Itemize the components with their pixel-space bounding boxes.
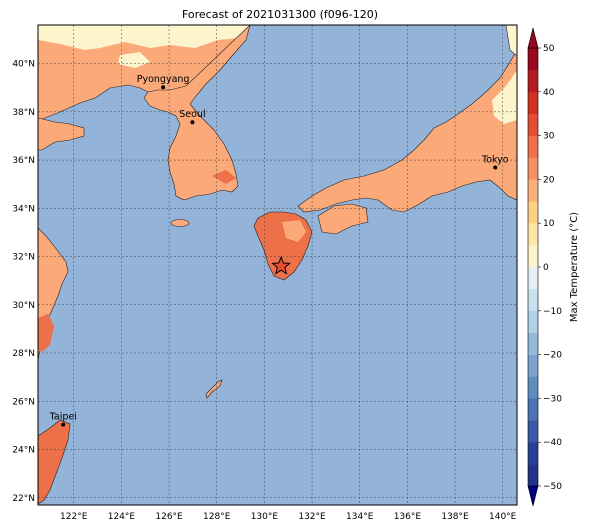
land-hokkaido xyxy=(505,25,517,57)
colorbar-tick-label: −20 xyxy=(543,351,562,361)
colorbar-segment xyxy=(528,113,538,136)
city-label: Seoul xyxy=(179,109,205,120)
colorbar-segment xyxy=(528,223,538,246)
colorbar-tick-label: −30 xyxy=(543,394,562,404)
city-label: Taipei xyxy=(49,412,77,423)
x-tick-label: 140°E xyxy=(489,512,517,522)
colorbar-segment xyxy=(528,464,538,487)
x-tick-label: 134°E xyxy=(346,512,374,522)
x-tick-label: 132°E xyxy=(298,512,326,522)
colorbar-segment xyxy=(528,201,538,224)
graticule xyxy=(38,25,517,505)
city-label: Pyongyang xyxy=(137,74,190,85)
colorbar-segment xyxy=(528,157,538,180)
land-kyushu-cool xyxy=(282,220,306,242)
y-tick-label: 38°N xyxy=(12,108,35,118)
land-jeju xyxy=(170,219,190,227)
colorbar-segment xyxy=(528,179,538,202)
map-panel: Pyongyang Seoul Tokyo Taipei xyxy=(38,25,517,505)
colorbar-segment xyxy=(528,442,538,465)
map-frame xyxy=(37,24,518,506)
land-taiwan xyxy=(38,419,71,505)
land-korea xyxy=(143,25,251,201)
colorbar-extend-bottom xyxy=(527,485,539,507)
colorbar-extend-top xyxy=(527,27,539,49)
colorbar-tick-label: 20 xyxy=(543,175,555,185)
colorbar-segment xyxy=(528,376,538,399)
city-dot xyxy=(190,120,195,125)
y-tick-label: 36°N xyxy=(12,156,35,166)
colorbar-tick-label: 50 xyxy=(543,44,555,54)
x-tick-label: 124°E xyxy=(108,512,136,522)
colorbar-tick-label: 10 xyxy=(543,219,555,229)
y-tick-label: 24°N xyxy=(12,446,35,456)
land-north-cream xyxy=(38,25,250,50)
x-tick-label: 128°E xyxy=(203,512,231,522)
x-tick-label: 136°E xyxy=(394,512,422,522)
colorbar-tick-label: 0 xyxy=(543,263,549,273)
y-tick-label: 40°N xyxy=(12,60,35,70)
city-dot xyxy=(161,85,166,90)
y-tick-label: 22°N xyxy=(12,494,35,504)
colorbar-tick-label: −10 xyxy=(543,307,562,317)
x-tick-label: 130°E xyxy=(251,512,279,522)
colorbar-tick-label: −50 xyxy=(543,482,562,492)
colorbar-tick-label: 40 xyxy=(543,88,555,98)
land-korea-hot xyxy=(212,170,236,184)
colorbar-segment xyxy=(528,135,538,158)
city-dot xyxy=(61,422,66,427)
y-tick-label: 32°N xyxy=(12,253,35,263)
y-tick-label: 28°N xyxy=(12,349,35,359)
colorbar-segment xyxy=(528,48,538,71)
colorbar-segment xyxy=(528,420,538,443)
colorbar-segment xyxy=(528,310,538,333)
colorbar-tick-label: −40 xyxy=(543,438,562,448)
y-tick-label: 34°N xyxy=(12,204,35,214)
colorbar-segment xyxy=(528,91,538,114)
colorbar-segment xyxy=(528,332,538,355)
y-tick-labels: 40°N 38°N 36°N 34°N 32°N 30°N 28°N 26°N 24°N 22°N xyxy=(12,60,35,504)
colorbar-label: Max Temperature (°C) xyxy=(569,212,580,322)
land-honshu xyxy=(297,49,517,213)
colorbar-segment xyxy=(528,267,538,290)
y-tick-label: 30°N xyxy=(12,301,35,311)
colorbar: 50 40 30 20 10 0 −10 −20 −30 −40 −50 xyxy=(527,27,562,507)
colorbar-segment xyxy=(528,398,538,421)
star-marker xyxy=(271,255,291,275)
city-markers: Pyongyang Seoul Tokyo Taipei xyxy=(49,74,509,427)
map-title: Forecast of 2021031300 (f096-120) xyxy=(182,8,378,21)
city-dot xyxy=(493,165,498,170)
land-china-east-hot xyxy=(38,314,54,352)
x-tick-label: 126°E xyxy=(155,512,183,522)
colorbar-segment xyxy=(528,69,538,93)
x-tick-label: 122°E xyxy=(60,512,88,522)
land-shikoku xyxy=(317,203,369,235)
colorbar-segment xyxy=(528,354,538,377)
colorbar-segment xyxy=(528,288,538,312)
land-north-cream-2 xyxy=(118,52,150,68)
y-tick-label: 26°N xyxy=(12,397,35,407)
x-tick-labels: 122°E 124°E 126°E 128°E 130°E 132°E 134°E 136°E… xyxy=(60,512,517,522)
land-okinawa xyxy=(205,379,223,399)
city-label: Tokyo xyxy=(481,155,509,166)
colorbar-tick-label: 30 xyxy=(543,132,555,142)
land-shandong xyxy=(38,117,85,151)
x-tick-label: 138°E xyxy=(441,512,469,522)
land-honshu-cream xyxy=(492,70,517,124)
colorbar-segment xyxy=(528,245,538,268)
